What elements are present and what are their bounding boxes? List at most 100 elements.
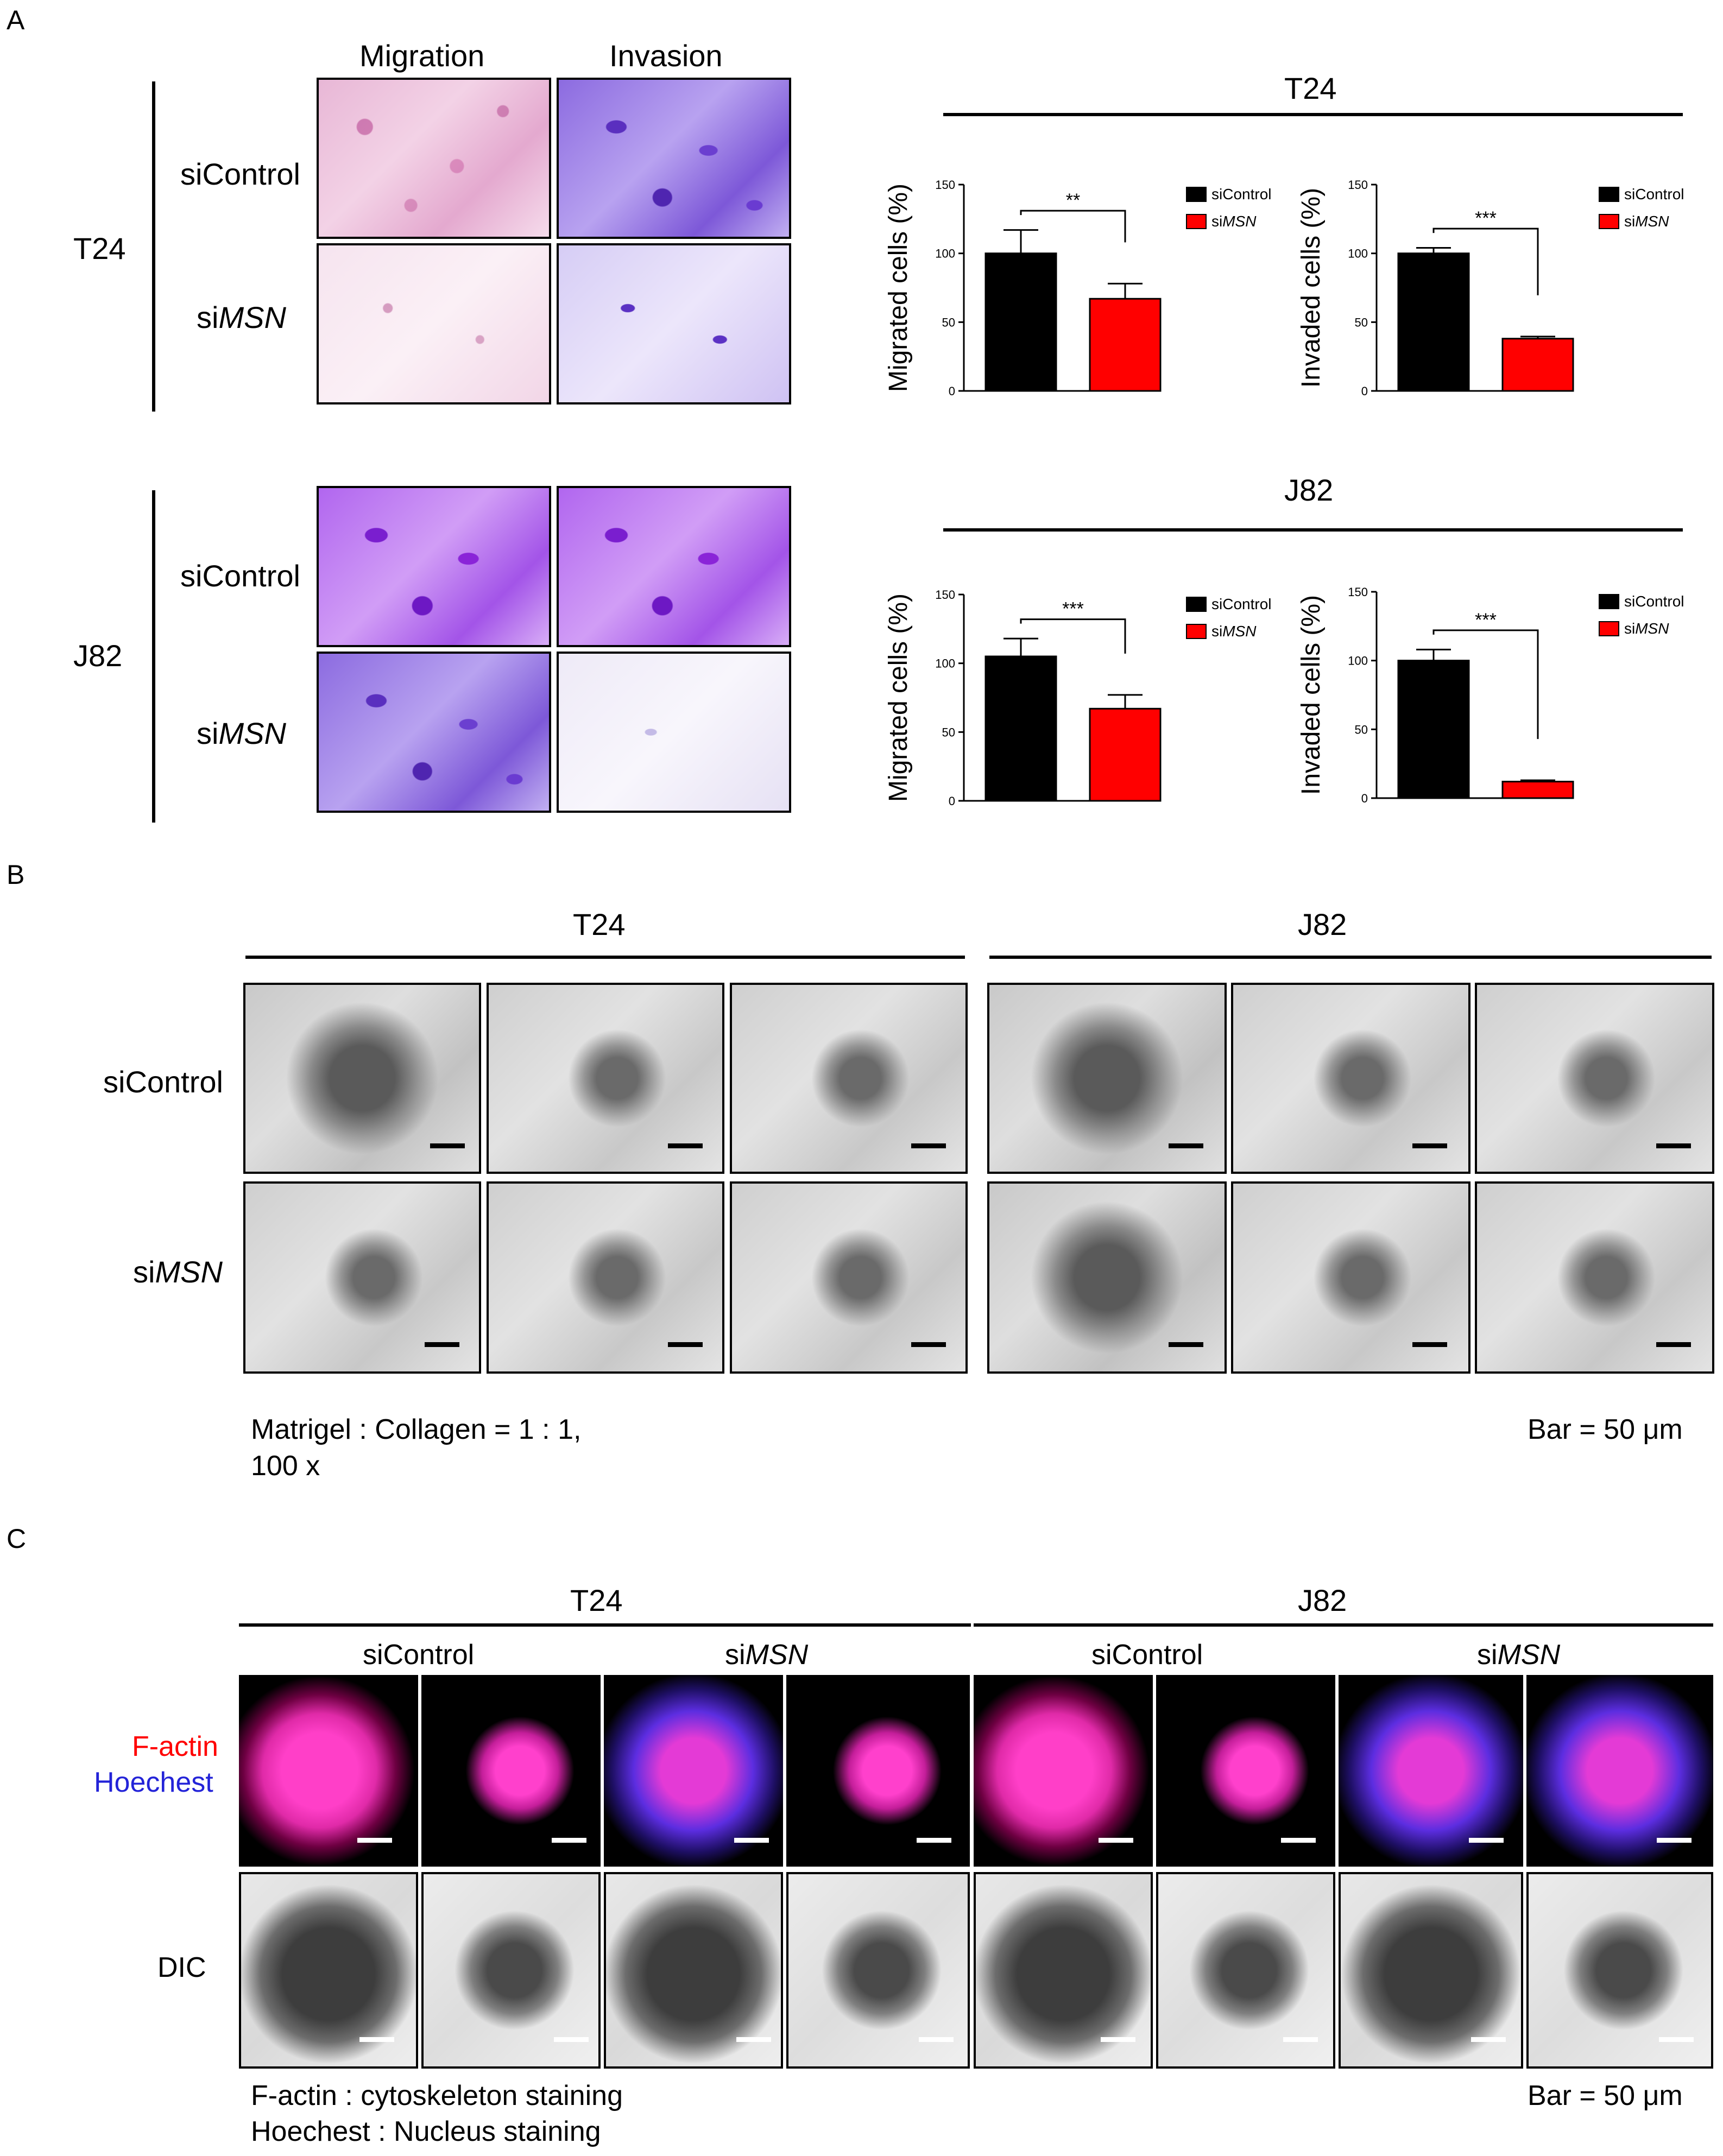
panel-c-dic-t24-simsn-2 <box>786 1872 970 2069</box>
legend-label: siMSN <box>1624 620 1669 637</box>
significance-label: *** <box>1062 599 1084 619</box>
y-tick-label: 0 <box>949 794 955 808</box>
j82-simsn-invasion-image <box>557 652 791 813</box>
legend-label: siControl <box>1624 186 1684 203</box>
legend-label: siControl <box>1624 593 1684 610</box>
panel-b-j82-simsn-2 <box>1231 1181 1470 1374</box>
y-tick-label: 100 <box>935 247 955 261</box>
panel-a-letter: A <box>7 5 25 35</box>
y-tick-label: 150 <box>1348 178 1368 192</box>
panel-c-cond-t24-sicontrol: siControl <box>363 1639 475 1671</box>
panel-c-j82-line <box>974 1623 1713 1627</box>
panel-c-fl-j82-sicontrol-2 <box>1156 1675 1335 1867</box>
legend-swatch <box>1599 594 1619 609</box>
chart-j82-invasion-svg: Invaded cells (%) 0 50 100 150 *** siControl si… <box>1297 585 1684 805</box>
panel-b-j82-sicontrol-2 <box>1231 983 1470 1174</box>
t24-sicontrol-invasion-image <box>557 78 791 239</box>
panel-b-row-sicontrol: siControl <box>103 1065 223 1099</box>
panel-a-cellline-j82: J82 <box>73 638 123 673</box>
panel-c-fl-t24-sicontrol-1 <box>239 1675 418 1867</box>
chart-t24-migration: Migrated cells (%) 0 50 100 150 ** siControl si… <box>884 163 1320 423</box>
bar-siControl <box>1397 660 1470 799</box>
panel-c-scale-note: Bar = 50 μm <box>1528 2080 1683 2111</box>
y-axis-label: Invaded cells (%) <box>1297 595 1326 795</box>
row-label-sicontrol: siControl <box>180 559 300 593</box>
legend-swatch <box>1599 214 1619 229</box>
chart-header-j82-line <box>943 528 1683 532</box>
panel-c-note-line1: F-actin : cytoskeleton staining <box>251 2080 623 2111</box>
panel-c-dic-t24-sicontrol-2 <box>421 1872 601 2069</box>
panel-b-cellline-t24: T24 <box>573 907 626 941</box>
j82-simsn-migration-image <box>317 652 551 813</box>
panel-b-cellline-j82: J82 <box>1298 907 1347 941</box>
y-tick-label: 150 <box>935 588 955 602</box>
legend-label: siMSN <box>1211 213 1257 230</box>
panel-c-fl-t24-sicontrol-2 <box>421 1675 601 1867</box>
panel-c-cond-j82-sicontrol: siControl <box>1091 1639 1203 1671</box>
bar-siMSN <box>1501 781 1574 799</box>
panel-b-j82-sicontrol-1 <box>987 983 1227 1174</box>
legend-swatch <box>1186 187 1207 202</box>
panel-c-fl-t24-simsn-1 <box>604 1675 783 1867</box>
panel-b-j82-sicontrol-3 <box>1475 983 1714 1174</box>
y-tick-label: 50 <box>1355 723 1368 736</box>
y-tick-label: 150 <box>1348 585 1368 599</box>
panel-b-t24-simsn-2 <box>487 1181 724 1374</box>
chart-t24-invasion-svg: Invaded cells (%) 0 50 100 150 *** siControl si… <box>1297 178 1684 398</box>
panel-c-dic-t24-simsn-1 <box>604 1872 783 2069</box>
y-tick-label: 50 <box>1355 315 1368 329</box>
y-tick-label: 100 <box>1348 247 1368 261</box>
panel-b-j82-simsn-1 <box>987 1181 1227 1374</box>
panel-c-fl-j82-simsn-2 <box>1526 1675 1713 1867</box>
panel-c-row-hoechest: Hoechest <box>94 1767 213 1798</box>
panel-b-row-simsn: siMSN <box>133 1255 223 1289</box>
legend-swatch <box>1186 214 1207 229</box>
row-label-sicontrol: siControl <box>180 157 300 191</box>
y-tick-label: 50 <box>942 315 955 329</box>
y-axis-label: Migrated cells (%) <box>884 184 913 392</box>
panel-c-cellline-t24: T24 <box>570 1583 623 1617</box>
legend-swatch <box>1186 624 1207 639</box>
panel-c-cellline-j82: J82 <box>1298 1583 1347 1617</box>
panel-c-letter: C <box>7 1523 27 1554</box>
panel-b-t24-simsn-3 <box>730 1181 968 1374</box>
y-axis-label: Invaded cells (%) <box>1297 188 1326 388</box>
panel-b-t24-sicontrol-1 <box>243 983 481 1174</box>
col-header-invasion: Invasion <box>609 39 723 73</box>
panel-b-letter: B <box>7 859 25 890</box>
y-tick-label: 0 <box>1361 384 1368 398</box>
panel-c-row-factin: F-actin <box>132 1731 218 1762</box>
chart-header-t24: T24 <box>1284 71 1337 105</box>
panel-c-dic-t24-sicontrol-1 <box>239 1872 418 2069</box>
panel-b-note-line1: Matrigel : Collagen = 1 : 1, <box>251 1414 582 1445</box>
bar-siMSN <box>1501 338 1574 392</box>
legend-swatch <box>1599 187 1619 202</box>
significance-label: *** <box>1475 610 1497 630</box>
j82-sicontrol-migration-image <box>317 486 551 647</box>
y-tick-label: 150 <box>935 178 955 192</box>
y-axis-label: Migrated cells (%) <box>884 593 913 802</box>
row-label-simsn: siMSN <box>197 300 286 334</box>
panel-c-fl-j82-sicontrol-1 <box>974 1675 1153 1867</box>
panel-c-dic-j82-simsn-1 <box>1339 1872 1523 2069</box>
panel-c-cond-j82-simsn: siMSN <box>1477 1639 1561 1671</box>
panel-c-cond-t24-simsn: siMSN <box>725 1639 809 1671</box>
significance-label: *** <box>1475 208 1497 229</box>
significance-bracket <box>1020 210 1126 243</box>
panel-b-scale-note: Bar = 50 μm <box>1528 1414 1683 1445</box>
y-tick-label: 0 <box>949 384 955 398</box>
j82-bracket <box>152 490 155 823</box>
t24-simsn-invasion-image <box>557 243 791 404</box>
chart-j82-migration: Migrated cells (%) 0 50 100 150 *** siControl s… <box>884 573 1320 833</box>
col-header-migration: Migration <box>359 39 485 73</box>
y-tick-label: 50 <box>942 725 955 739</box>
panel-a-cellline-t24: T24 <box>73 231 126 265</box>
chart-t24-migration-svg: Migrated cells (%) 0 50 100 150 ** siControl si… <box>884 178 1271 398</box>
row-label-simsn: siMSN <box>197 716 286 750</box>
panel-c-row-dic: DIC <box>157 1952 206 1983</box>
y-tick-label: 0 <box>1361 792 1368 805</box>
panel-b-note-line2: 100 x <box>251 1450 320 1482</box>
legend-label: siMSN <box>1211 623 1257 640</box>
panel-b-j82-simsn-3 <box>1475 1181 1714 1374</box>
panel-b-t24-simsn-1 <box>243 1181 481 1374</box>
